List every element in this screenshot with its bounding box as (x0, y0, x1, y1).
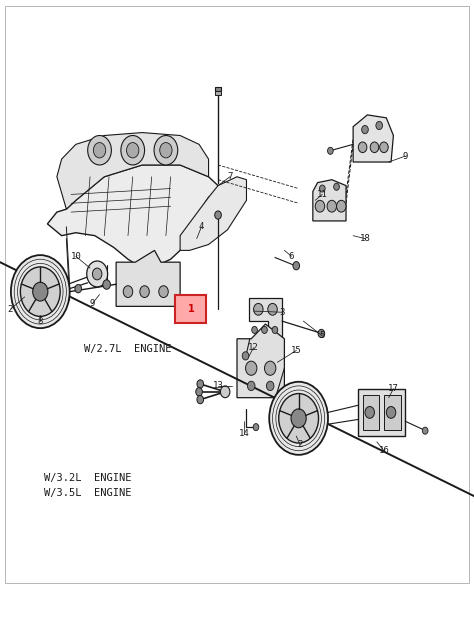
Circle shape (362, 125, 368, 134)
Text: 11: 11 (317, 190, 328, 199)
Circle shape (197, 380, 203, 388)
Text: W/2.7L  ENGINE: W/2.7L ENGINE (84, 344, 172, 354)
Polygon shape (353, 115, 393, 162)
Bar (215, 87, 221, 91)
Polygon shape (57, 132, 209, 209)
Text: 17: 17 (388, 384, 399, 394)
Polygon shape (237, 324, 284, 397)
Bar (384, 395, 401, 430)
Circle shape (319, 185, 325, 192)
Text: 15: 15 (291, 346, 301, 355)
Circle shape (215, 211, 221, 219)
Circle shape (93, 142, 106, 158)
Circle shape (160, 142, 172, 158)
Polygon shape (180, 177, 246, 250)
Circle shape (252, 327, 257, 334)
Circle shape (328, 148, 333, 155)
Circle shape (220, 386, 230, 397)
Circle shape (154, 135, 178, 165)
Circle shape (121, 135, 145, 165)
Circle shape (11, 255, 70, 328)
Circle shape (264, 361, 276, 375)
Circle shape (422, 427, 428, 435)
Circle shape (242, 351, 249, 360)
Text: 8: 8 (37, 316, 43, 326)
Circle shape (268, 304, 277, 315)
Text: 12: 12 (248, 343, 259, 352)
Circle shape (334, 183, 339, 190)
Circle shape (365, 406, 374, 419)
Text: 1: 1 (188, 304, 194, 314)
Polygon shape (116, 250, 180, 306)
Circle shape (75, 284, 82, 293)
Circle shape (370, 142, 379, 153)
Circle shape (159, 286, 168, 298)
Circle shape (269, 381, 328, 455)
Polygon shape (249, 298, 282, 339)
Text: 2: 2 (8, 305, 13, 314)
Text: CHRYSLER DODGE JEEP - 4782207ad    N - 1: CHRYSLER DODGE JEEP - 4782207ad N - 1 (84, 608, 390, 620)
Bar (175, 295, 206, 323)
Text: 9: 9 (90, 299, 95, 308)
Text: 6: 6 (289, 252, 294, 261)
Circle shape (279, 394, 319, 443)
Text: 7: 7 (227, 173, 233, 181)
Circle shape (127, 142, 139, 158)
Circle shape (254, 304, 263, 315)
Circle shape (358, 142, 367, 153)
Circle shape (92, 268, 102, 280)
Circle shape (386, 406, 396, 419)
Circle shape (246, 361, 257, 375)
Circle shape (293, 261, 300, 270)
Circle shape (272, 327, 278, 334)
Text: 13: 13 (213, 381, 223, 390)
Circle shape (87, 261, 108, 287)
Bar (215, 91, 221, 95)
Circle shape (103, 280, 110, 289)
Text: W/3.2L  ENGINE: W/3.2L ENGINE (44, 473, 131, 483)
Circle shape (337, 200, 346, 212)
Circle shape (318, 329, 325, 337)
Circle shape (327, 200, 337, 212)
Circle shape (315, 200, 325, 212)
Circle shape (197, 396, 203, 404)
Circle shape (123, 286, 133, 298)
Circle shape (380, 142, 388, 153)
Polygon shape (47, 165, 218, 268)
Circle shape (262, 327, 267, 334)
Text: 2: 2 (297, 440, 303, 449)
Polygon shape (313, 180, 346, 221)
Circle shape (88, 135, 111, 165)
Circle shape (20, 267, 60, 316)
Bar (363, 395, 379, 430)
Circle shape (253, 424, 259, 431)
Text: 3: 3 (279, 308, 285, 317)
Text: 5: 5 (319, 331, 325, 341)
Circle shape (196, 388, 202, 396)
Text: 18: 18 (360, 234, 370, 243)
Circle shape (376, 121, 383, 130)
Circle shape (291, 409, 306, 427)
Text: 4: 4 (199, 222, 204, 231)
Circle shape (33, 282, 48, 301)
Text: 10: 10 (71, 252, 81, 261)
Text: W/3.5L  ENGINE: W/3.5L ENGINE (44, 488, 131, 498)
Circle shape (266, 381, 274, 390)
Text: 16: 16 (379, 446, 389, 455)
Text: 14: 14 (239, 429, 249, 438)
Circle shape (247, 381, 255, 390)
Text: 9: 9 (402, 151, 408, 160)
Circle shape (140, 286, 149, 298)
Bar (358, 389, 405, 436)
